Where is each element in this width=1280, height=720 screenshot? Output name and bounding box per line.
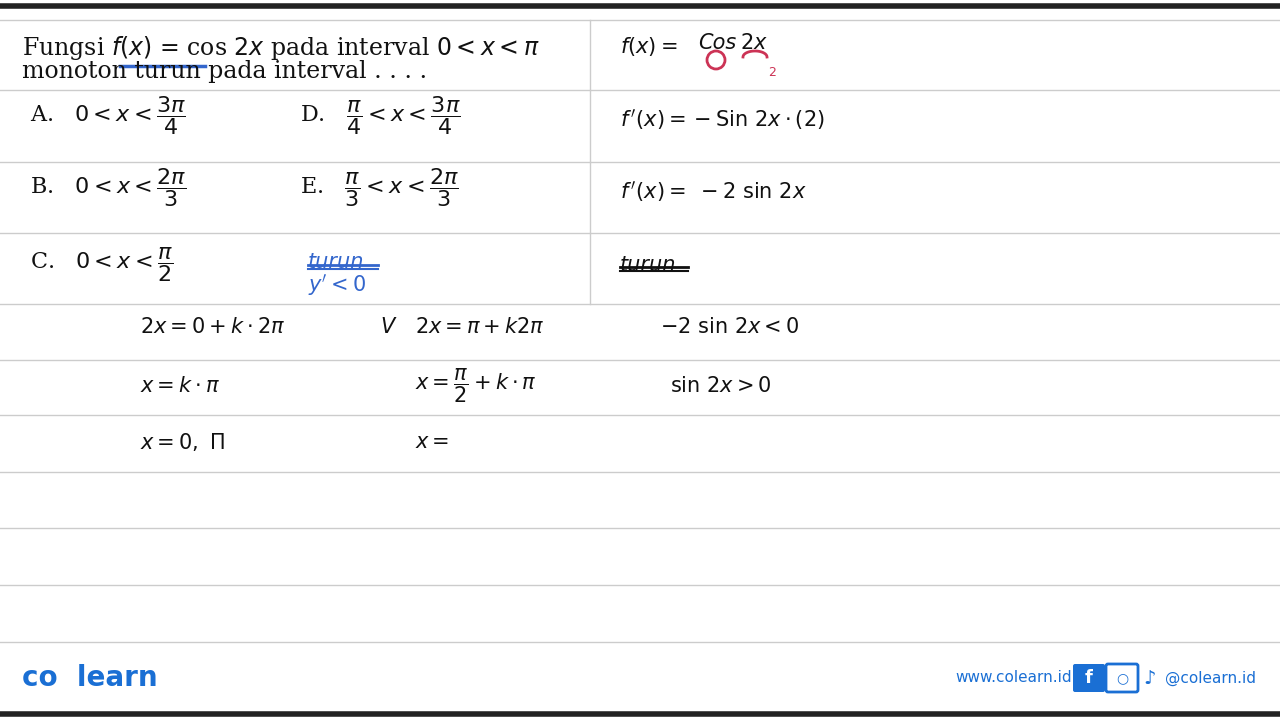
Text: monoton turun pada interval . . . .: monoton turun pada interval . . . .	[22, 60, 428, 83]
Text: Fungsi $f(x)$ = cos $2x$ pada interval $0 < x < \pi$: Fungsi $f(x)$ = cos $2x$ pada interval $…	[22, 34, 540, 62]
Text: Cos: Cos	[698, 33, 736, 53]
Text: $x = 0,\ \Pi$: $x = 0,\ \Pi$	[140, 431, 225, 453]
Text: $x = \dfrac{\pi}{2} + k \cdot \pi$: $x = \dfrac{\pi}{2} + k \cdot \pi$	[415, 366, 536, 405]
Text: turun: turun	[308, 252, 365, 272]
Text: $f(x)=$: $f(x)=$	[620, 35, 677, 58]
Text: www.colearn.id: www.colearn.id	[955, 670, 1071, 685]
Text: turun: turun	[620, 255, 677, 275]
Text: 2: 2	[768, 66, 776, 79]
FancyBboxPatch shape	[1073, 664, 1105, 692]
Text: $x =$: $x =$	[415, 433, 449, 451]
Text: $V$: $V$	[380, 317, 398, 337]
Text: $y' < 0$: $y' < 0$	[308, 272, 366, 298]
Text: B.   $0 < x < \dfrac{2\pi}{3}$: B. $0 < x < \dfrac{2\pi}{3}$	[29, 166, 187, 210]
Text: $f\,'(x) =\ -2\ \mathrm{sin}\ 2x$: $f\,'(x) =\ -2\ \mathrm{sin}\ 2x$	[620, 179, 806, 204]
Text: $2x = 0 + k \cdot 2\pi$: $2x = 0 + k \cdot 2\pi$	[140, 317, 285, 337]
Text: $2x$: $2x$	[740, 33, 768, 53]
Text: ♪: ♪	[1144, 668, 1156, 688]
Text: $-2\ \mathrm{sin}\ 2x < 0$: $-2\ \mathrm{sin}\ 2x < 0$	[660, 317, 800, 337]
Text: $2x = \pi + k2\pi$: $2x = \pi + k2\pi$	[415, 317, 545, 337]
Text: co  learn: co learn	[22, 664, 157, 692]
Text: D.   $\dfrac{\pi}{4} < x < \dfrac{3\pi}{4}$: D. $\dfrac{\pi}{4} < x < \dfrac{3\pi}{4}…	[300, 94, 461, 138]
Text: $x = k \cdot \pi$: $x = k \cdot \pi$	[140, 376, 220, 396]
Text: ○: ○	[1116, 671, 1128, 685]
Text: E.   $\dfrac{\pi}{3} < x < \dfrac{2\pi}{3}$: E. $\dfrac{\pi}{3} < x < \dfrac{2\pi}{3}…	[300, 166, 460, 210]
Text: f: f	[1085, 669, 1093, 687]
Text: A.   $0 < x < \dfrac{3\pi}{4}$: A. $0 < x < \dfrac{3\pi}{4}$	[29, 94, 187, 138]
Text: $f\,'(x) = -\mathrm{Sin}\ 2x \cdot (2)$: $f\,'(x) = -\mathrm{Sin}\ 2x \cdot (2)$	[620, 107, 824, 132]
Text: $\mathrm{sin}\ 2x > 0$: $\mathrm{sin}\ 2x > 0$	[669, 376, 772, 396]
Text: C.   $0 < x < \dfrac{\pi}{2}$: C. $0 < x < \dfrac{\pi}{2}$	[29, 246, 173, 284]
Text: @colearn.id: @colearn.id	[1165, 670, 1256, 685]
